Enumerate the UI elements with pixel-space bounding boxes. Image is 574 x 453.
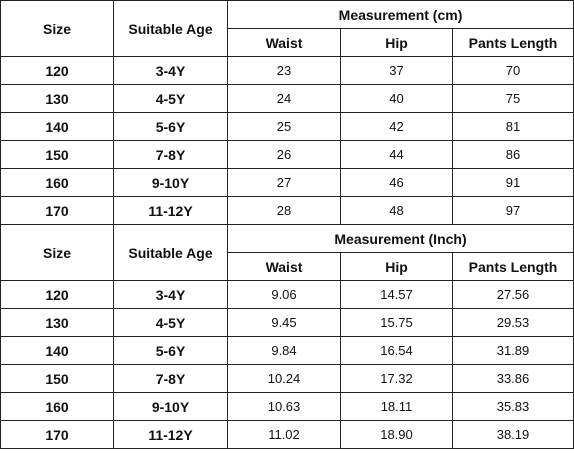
data-row: 130 4-5Y 24 40 75 <box>0 84 574 113</box>
data-cell: 48 <box>340 196 453 225</box>
group-header: Measurement (Inch) <box>226 224 574 253</box>
header-cell: Waist <box>227 28 341 57</box>
data-row: 170 11-12Y 11.02 18.90 38.19 <box>0 420 574 449</box>
data-cell: 26 <box>227 140 341 169</box>
data-cell: 150 <box>0 364 114 393</box>
data-cell: 11.02 <box>227 420 341 449</box>
data-row: 150 7-8Y 26 44 86 <box>0 140 574 169</box>
data-cell: 35.83 <box>451 392 574 421</box>
header-cell: Suitable Age <box>113 0 228 57</box>
data-cell: 120 <box>0 56 114 85</box>
data-row: 150 7-8Y 10.24 17.32 33.86 <box>0 364 574 393</box>
data-cell: 170 <box>0 196 114 225</box>
data-row: 140 5-6Y 9.84 16.54 31.89 <box>0 336 574 365</box>
header-cell: Hip <box>340 28 453 57</box>
data-cell: 29.53 <box>451 308 574 337</box>
header-row: Size Suitable Age Measurement (cm) <box>0 0 574 57</box>
data-cell: 15.75 <box>340 308 453 337</box>
data-cell: 11-12Y <box>113 420 228 449</box>
data-cell: 9-10Y <box>113 392 228 421</box>
data-cell: 130 <box>0 308 114 337</box>
data-row: 160 9-10Y 27 46 91 <box>0 168 574 197</box>
header-cell: Pants Length <box>451 252 574 281</box>
data-cell: 31.89 <box>451 336 574 365</box>
data-cell: 27 <box>227 168 341 197</box>
data-cell: 18.90 <box>340 420 453 449</box>
header-cell: Hip <box>340 252 453 281</box>
data-cell: 5-6Y <box>113 336 228 365</box>
data-cell: 10.24 <box>227 364 341 393</box>
data-cell: 38.19 <box>451 420 574 449</box>
header-row: Size Suitable Age Measurement (Inch) <box>0 224 574 281</box>
data-row: 170 11-12Y 28 48 97 <box>0 196 574 225</box>
data-row: 140 5-6Y 25 42 81 <box>0 112 574 141</box>
data-cell: 140 <box>0 336 114 365</box>
header-cell: Pants Length <box>451 28 574 57</box>
data-row: 120 3-4Y 23 37 70 <box>0 56 574 85</box>
data-cell: 40 <box>340 84 453 113</box>
data-cell: 75 <box>451 84 574 113</box>
data-cell: 4-5Y <box>113 308 228 337</box>
data-cell: 24 <box>227 84 341 113</box>
header-cell: Size <box>0 0 114 57</box>
data-cell: 42 <box>340 112 453 141</box>
data-cell: 25 <box>227 112 341 141</box>
data-cell: 140 <box>0 112 114 141</box>
header-cell: Waist <box>227 252 341 281</box>
data-cell: 91 <box>451 168 574 197</box>
header-row: Waist Hip Pants Length <box>1 28 574 57</box>
data-row: 130 4-5Y 9.45 15.75 29.53 <box>0 308 574 337</box>
data-cell: 9.06 <box>227 280 341 309</box>
data-cell: 9.45 <box>227 308 341 337</box>
data-cell: 33.86 <box>451 364 574 393</box>
data-cell: 170 <box>0 420 114 449</box>
data-cell: 5-6Y <box>113 112 228 141</box>
data-cell: 160 <box>0 392 114 421</box>
data-cell: 46 <box>340 168 453 197</box>
data-cell: 86 <box>451 140 574 169</box>
data-cell: 70 <box>451 56 574 85</box>
data-cell: 11-12Y <box>113 196 228 225</box>
data-cell: 150 <box>0 140 114 169</box>
header-row: Waist Hip Pants Length <box>1 252 574 281</box>
data-cell: 14.57 <box>340 280 453 309</box>
data-cell: 120 <box>0 280 114 309</box>
data-cell: 17.32 <box>340 364 453 393</box>
data-row: 160 9-10Y 10.63 18.11 35.83 <box>0 392 574 421</box>
data-cell: 97 <box>451 196 574 225</box>
data-cell: 18.11 <box>340 392 453 421</box>
group-header: Measurement (cm) <box>226 0 574 29</box>
data-cell: 3-4Y <box>113 280 228 309</box>
data-cell: 81 <box>451 112 574 141</box>
data-cell: 28 <box>227 196 341 225</box>
data-cell: 23 <box>227 56 341 85</box>
data-cell: 37 <box>340 56 453 85</box>
data-cell: 44 <box>340 140 453 169</box>
header-cell: Size <box>0 224 114 281</box>
header-cell: Suitable Age <box>113 224 228 281</box>
data-cell: 130 <box>0 84 114 113</box>
data-cell: 10.63 <box>227 392 341 421</box>
data-cell: 7-8Y <box>113 140 228 169</box>
data-cell: 27.56 <box>451 280 574 309</box>
data-cell: 9-10Y <box>113 168 228 197</box>
data-cell: 3-4Y <box>113 56 228 85</box>
data-cell: 9.84 <box>227 336 341 365</box>
data-cell: 16.54 <box>340 336 453 365</box>
data-cell: 160 <box>0 168 114 197</box>
data-cell: 7-8Y <box>113 364 228 393</box>
data-cell: 4-5Y <box>113 84 228 113</box>
data-row: 120 3-4Y 9.06 14.57 27.56 <box>0 280 574 309</box>
